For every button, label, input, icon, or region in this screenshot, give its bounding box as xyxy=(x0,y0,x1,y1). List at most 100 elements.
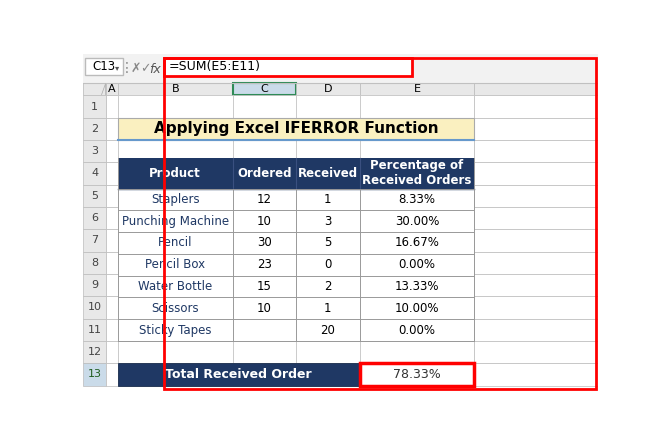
Bar xyxy=(83,83,106,95)
Bar xyxy=(360,162,474,185)
Bar xyxy=(232,207,296,229)
Text: 13.33%: 13.33% xyxy=(395,280,440,293)
Bar xyxy=(118,118,474,140)
Text: ✓: ✓ xyxy=(139,62,150,75)
Bar xyxy=(118,297,474,319)
Bar xyxy=(118,319,474,341)
Bar xyxy=(360,252,474,274)
Bar xyxy=(118,252,232,274)
Text: 2: 2 xyxy=(324,280,331,293)
Bar xyxy=(360,140,474,162)
Bar xyxy=(83,363,106,386)
Bar xyxy=(232,140,296,162)
Bar xyxy=(232,95,296,118)
Bar xyxy=(474,83,598,95)
Bar xyxy=(118,254,474,276)
Bar xyxy=(118,207,232,229)
Bar xyxy=(83,207,106,229)
Bar xyxy=(296,296,360,319)
Bar xyxy=(118,276,474,297)
Text: 7: 7 xyxy=(91,236,98,246)
Text: 16.67%: 16.67% xyxy=(394,237,440,250)
Bar xyxy=(118,363,232,386)
Text: 12: 12 xyxy=(257,193,272,206)
Text: 13: 13 xyxy=(88,370,102,379)
Bar xyxy=(232,274,296,296)
Bar xyxy=(474,319,598,341)
Text: C: C xyxy=(260,84,268,94)
Text: 1: 1 xyxy=(324,302,331,315)
Bar xyxy=(86,58,123,75)
Text: 20: 20 xyxy=(321,323,335,336)
Text: 10: 10 xyxy=(257,215,272,228)
Text: 5: 5 xyxy=(91,191,98,201)
Bar xyxy=(232,185,296,207)
Bar xyxy=(106,252,118,274)
Text: ▾: ▾ xyxy=(115,63,120,72)
Text: 1: 1 xyxy=(324,193,331,206)
Bar xyxy=(360,83,474,95)
Bar xyxy=(83,341,106,363)
Bar xyxy=(296,95,360,118)
Text: 10.00%: 10.00% xyxy=(395,302,440,315)
Bar xyxy=(163,58,596,389)
Text: Staplers: Staplers xyxy=(151,193,200,206)
Text: =SUM(E5:E11): =SUM(E5:E11) xyxy=(169,60,261,73)
Bar xyxy=(118,229,232,252)
Bar xyxy=(296,252,360,274)
Text: 3: 3 xyxy=(91,146,98,156)
Bar xyxy=(296,274,360,296)
Text: Punching Machine: Punching Machine xyxy=(122,215,229,228)
Text: Pencil: Pencil xyxy=(158,237,193,250)
Bar xyxy=(474,185,598,207)
Bar xyxy=(360,95,474,118)
Bar xyxy=(118,210,474,232)
Text: 23: 23 xyxy=(257,258,272,271)
Bar xyxy=(106,319,118,341)
Bar xyxy=(118,140,232,162)
Text: 8.33%: 8.33% xyxy=(398,193,436,206)
Bar xyxy=(83,185,106,207)
Text: 30.00%: 30.00% xyxy=(395,215,439,228)
Text: 3: 3 xyxy=(324,215,331,228)
Bar xyxy=(474,162,598,185)
Bar xyxy=(360,363,474,386)
Bar xyxy=(232,319,296,341)
Bar xyxy=(474,363,598,386)
Bar xyxy=(296,140,360,162)
Text: 4: 4 xyxy=(91,168,98,178)
Bar xyxy=(474,229,598,252)
Text: ⋮: ⋮ xyxy=(120,61,133,75)
Bar xyxy=(360,296,474,319)
Text: 10: 10 xyxy=(257,302,272,315)
Bar xyxy=(360,319,474,341)
Bar xyxy=(83,118,106,140)
Bar xyxy=(296,207,360,229)
Bar xyxy=(83,229,106,252)
Bar xyxy=(106,296,118,319)
Bar xyxy=(474,274,598,296)
Bar xyxy=(106,363,118,386)
Text: Received: Received xyxy=(298,167,358,180)
Bar xyxy=(232,341,296,363)
Bar xyxy=(360,274,474,296)
Bar xyxy=(106,162,118,185)
Bar xyxy=(118,296,232,319)
Text: A: A xyxy=(108,84,116,94)
Bar xyxy=(83,296,106,319)
Bar xyxy=(118,159,474,189)
Bar xyxy=(474,296,598,319)
Text: 15: 15 xyxy=(257,280,272,293)
Bar xyxy=(106,274,118,296)
Bar xyxy=(296,363,360,386)
Bar xyxy=(118,189,474,210)
Text: fx: fx xyxy=(149,63,161,76)
Bar xyxy=(106,118,118,140)
Bar xyxy=(118,341,232,363)
Bar xyxy=(232,118,296,140)
Bar xyxy=(118,274,232,296)
Text: 0.00%: 0.00% xyxy=(398,258,436,271)
Text: 0.00%: 0.00% xyxy=(398,323,436,336)
Bar xyxy=(118,185,232,207)
Bar xyxy=(474,252,598,274)
